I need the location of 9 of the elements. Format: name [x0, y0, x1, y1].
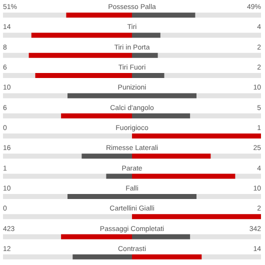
bar [66, 12, 132, 18]
bar [132, 32, 160, 38]
bar [132, 73, 164, 78]
bar [132, 12, 196, 18]
bar [132, 52, 158, 58]
bar [61, 113, 132, 118]
bar [132, 234, 190, 240]
bar [132, 113, 190, 118]
bar [61, 234, 132, 240]
